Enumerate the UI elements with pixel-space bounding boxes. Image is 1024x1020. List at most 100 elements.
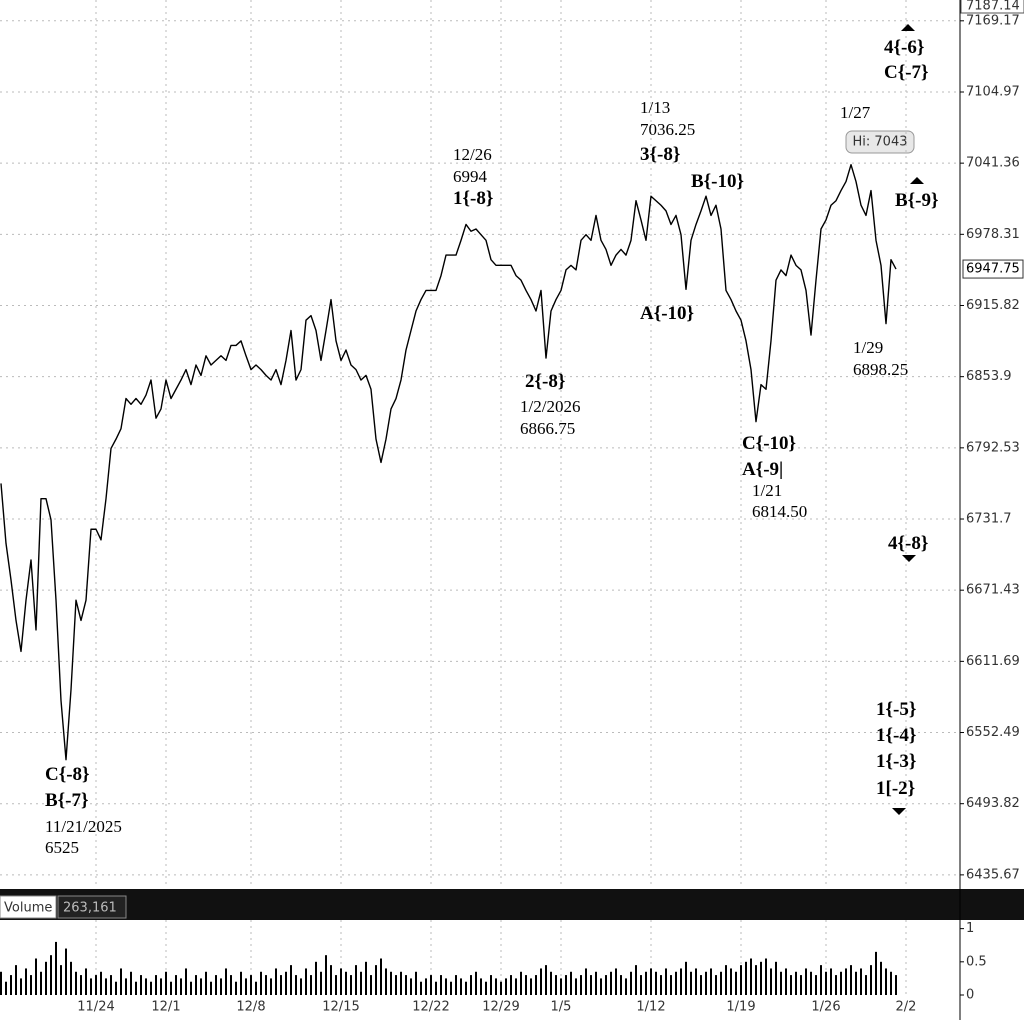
volume-bar	[490, 975, 492, 995]
volume-bar	[165, 971, 167, 995]
volume-bar	[290, 965, 292, 995]
volume-bar	[340, 968, 342, 995]
volume-bar	[780, 971, 782, 995]
y-tick-label: 0.5	[966, 954, 987, 969]
volume-bar	[190, 981, 192, 995]
volume-bar	[790, 975, 792, 995]
volume-bar	[185, 968, 187, 995]
volume-bar	[35, 958, 37, 995]
volume-bar	[460, 978, 462, 995]
volume-bar	[565, 975, 567, 995]
volume-title: Volume	[4, 901, 52, 916]
annotation: B{-7}	[45, 790, 88, 811]
volume-bar	[865, 975, 867, 995]
x-tick-label: 12/22	[412, 1000, 449, 1015]
x-tick-label: 12/15	[322, 1000, 359, 1015]
y-tick-label: 6552.49	[966, 725, 1020, 740]
volume-bar	[785, 968, 787, 995]
volume-bar	[505, 978, 507, 995]
volume-bar	[125, 978, 127, 995]
volume-bar	[465, 981, 467, 995]
volume-bar	[15, 965, 17, 995]
volume-bar	[520, 971, 522, 995]
y-tick-label: 7104.97	[966, 84, 1020, 99]
volume-bar	[220, 978, 222, 995]
volume-bar	[530, 978, 532, 995]
volume-bar	[90, 978, 92, 995]
volume-bar	[160, 978, 162, 995]
volume-bar	[410, 978, 412, 995]
annotation: 4{-6}	[884, 37, 924, 58]
annotation: 1{-4}	[876, 725, 916, 746]
volume-bar	[750, 958, 752, 995]
y-tick-label: 6611.69	[966, 654, 1020, 669]
x-tick-label: 1/26	[811, 1000, 840, 1015]
volume-bar	[215, 975, 217, 995]
volume-bar	[475, 971, 477, 995]
volume-bar	[5, 981, 7, 995]
volume-bar	[120, 968, 122, 995]
volume-bar	[840, 971, 842, 995]
annotation: 6994	[453, 167, 488, 186]
x-tick-label: 2/2	[896, 1000, 917, 1015]
volume-bar	[820, 965, 822, 995]
x-tick-label: 12/8	[236, 1000, 265, 1015]
volume-bar	[380, 958, 382, 995]
down-arrow	[892, 808, 906, 815]
volume-bar	[285, 971, 287, 995]
x-tick-label: 1/5	[551, 1000, 572, 1015]
volume-bar	[690, 971, 692, 995]
volume-current-box	[57, 895, 127, 919]
volume-bar	[135, 981, 137, 995]
volume-bar	[680, 968, 682, 995]
volume-bar	[805, 968, 807, 995]
annotation: 1/29	[853, 338, 883, 357]
x-tick-label: 1/12	[636, 1000, 665, 1015]
volume-bar	[420, 981, 422, 995]
volume-bar	[250, 975, 252, 995]
volume-bar	[830, 968, 832, 995]
annotation: A{-9|	[742, 459, 783, 480]
volume-bar	[145, 978, 147, 995]
y-tick-label: 6731.7	[966, 512, 1012, 527]
x-tick-label: 1/19	[726, 1000, 755, 1015]
volume-bar	[585, 968, 587, 995]
volume-bar	[735, 971, 737, 995]
volume-bar	[245, 978, 247, 995]
annotation: 6898.25	[853, 360, 908, 379]
volume-bar	[895, 975, 897, 995]
volume-bar	[100, 971, 102, 995]
volume-bar	[80, 975, 82, 995]
annotation: 1/2/2026	[520, 397, 580, 416]
volume-bar	[315, 961, 317, 995]
volume-bar	[345, 971, 347, 995]
volume-bar	[715, 975, 717, 995]
x-tick-label: 12/1	[151, 1000, 180, 1015]
volume-bar	[170, 981, 172, 995]
volume-bar	[405, 975, 407, 995]
volume-bar	[85, 968, 87, 995]
volume-bar	[835, 975, 837, 995]
y-tick-label: 7041.36	[966, 156, 1020, 171]
volume-bar	[860, 968, 862, 995]
volume-bar	[115, 981, 117, 995]
volume-bar	[535, 975, 537, 995]
volume-bar	[685, 961, 687, 995]
y-tick-label: 1	[966, 921, 974, 936]
volume-bar	[230, 975, 232, 995]
annotation: A{-10}	[640, 303, 694, 324]
volume-bar	[625, 978, 627, 995]
volume-bar	[580, 975, 582, 995]
volume-bar	[200, 978, 202, 995]
volume-bar	[455, 975, 457, 995]
volume-bar	[335, 975, 337, 995]
last-value-box	[962, 259, 1024, 279]
volume-bar	[0, 971, 2, 995]
volume-bar	[515, 978, 517, 995]
volume-bar	[825, 971, 827, 995]
y-tick-label: 6792.53	[966, 440, 1020, 455]
annotation: 1{-8}	[453, 188, 493, 209]
volume-bar	[325, 955, 327, 995]
down-arrow	[902, 555, 916, 562]
volume-bar	[550, 971, 552, 995]
